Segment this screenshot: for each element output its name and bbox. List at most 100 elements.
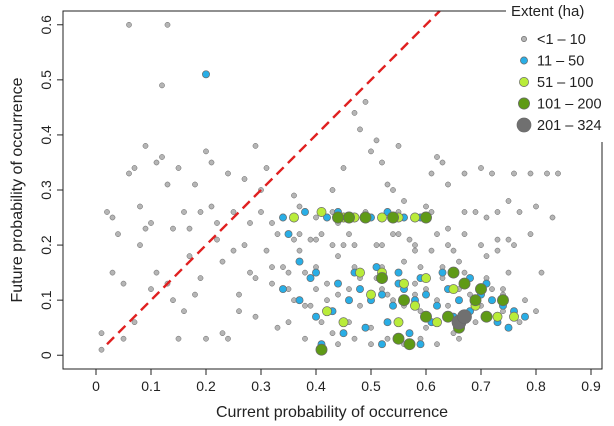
x-tick-label: 0.9: [581, 378, 601, 394]
data-point-class-1: [538, 269, 545, 276]
data-point-class-4: [392, 332, 405, 345]
x-tick-label: 0: [92, 378, 100, 394]
data-point-class-1: [505, 236, 512, 243]
data-point-class-1: [203, 335, 209, 342]
data-point-class-2: [504, 323, 513, 332]
data-point-class-1: [214, 236, 220, 243]
data-point-class-1: [379, 159, 385, 166]
data-point-class-1: [307, 236, 314, 243]
data-point-class-1: [126, 170, 132, 177]
data-point-class-3: [377, 212, 387, 223]
data-point-class-1: [153, 269, 160, 276]
data-point-class-1: [516, 319, 523, 326]
data-point-class-2: [455, 296, 463, 305]
legend-swatch: [519, 77, 529, 87]
data-point-class-1: [555, 170, 561, 177]
data-point-class-1: [208, 203, 215, 210]
data-point-class-4: [420, 211, 432, 224]
data-point-class-1: [478, 165, 484, 171]
data-point-class-1: [434, 154, 440, 160]
data-point-class-1: [384, 335, 391, 342]
data-point-class-1: [159, 82, 165, 89]
y-tick-label: 0.5: [38, 70, 54, 90]
data-point-class-1: [390, 187, 396, 193]
data-point-class-1: [109, 214, 116, 221]
data-point-class-1: [170, 297, 176, 304]
data-point-class-4: [398, 294, 410, 307]
data-point-class-2: [312, 312, 320, 321]
data-point-class-3: [432, 317, 442, 328]
y-tick-label: 0: [38, 351, 54, 359]
data-point-class-2: [279, 213, 287, 222]
legend-entries: <1 – 10 11 – 50 51 – 100 101 – 200 201 – 324: [516, 32, 602, 134]
data-point-class-1: [98, 330, 105, 337]
data-point-class-1: [456, 258, 462, 265]
data-point-class-1: [269, 280, 275, 287]
data-point-class-1: [461, 231, 468, 237]
data-point-class-1: [511, 242, 517, 248]
data-point-class-1: [142, 225, 149, 232]
legend: Extent (ha) <1 – 10 11 – 50 51 – 100 101 – …: [506, 0, 614, 142]
data-point-class-1: [351, 335, 358, 342]
data-point-class-1: [417, 264, 424, 270]
data-point-class-2: [405, 329, 414, 338]
legend-entry-label: <1 – 10: [537, 32, 586, 48]
data-point-class-1: [164, 181, 171, 188]
data-point-class-1: [522, 297, 528, 304]
data-point-class-3: [366, 289, 376, 300]
data-point-class-3: [410, 300, 420, 311]
data-point-class-1: [533, 203, 539, 210]
data-point-class-1: [131, 165, 138, 171]
data-point-class-1: [489, 170, 495, 177]
data-point-class-2: [295, 257, 304, 266]
data-point-class-1: [109, 269, 116, 276]
data-point-class-1: [197, 209, 204, 215]
data-point-class-1: [247, 269, 253, 276]
data-point-class-1: [263, 165, 270, 171]
data-point-class-1: [126, 21, 132, 28]
y-tick-label: 0.2: [38, 235, 54, 255]
data-point-class-1: [318, 231, 325, 237]
data-point-class-2: [301, 208, 309, 216]
points-layer: [98, 21, 561, 356]
data-point-class-2: [383, 318, 392, 327]
legend-swatch: [521, 36, 527, 42]
y-tick-label: 0.3: [38, 180, 54, 200]
legend-title: Extent (ha): [511, 3, 584, 20]
data-point-class-1: [219, 258, 226, 265]
data-point-class-1: [241, 242, 248, 248]
data-point-class-4: [359, 211, 372, 224]
data-point-class-1: [549, 214, 556, 221]
data-point-class-1: [219, 330, 226, 337]
data-point-class-2: [284, 230, 293, 239]
data-point-class-2: [334, 279, 342, 288]
data-point-class-1: [324, 297, 330, 304]
data-point-class-1: [401, 258, 407, 265]
data-point-class-1: [137, 203, 143, 210]
data-point-class-1: [115, 231, 121, 237]
data-point-class-1: [302, 335, 308, 342]
x-tick-label: 0.7: [471, 378, 491, 394]
data-point-class-2: [356, 285, 364, 294]
data-point-class-4: [475, 283, 487, 296]
data-point-class-2: [416, 340, 425, 349]
y-axis-label: Future probability of occurrence: [9, 77, 26, 302]
data-point-class-1: [170, 225, 176, 232]
data-point-class-2: [394, 268, 403, 277]
data-point-class-1: [98, 346, 105, 353]
data-point-class-1: [434, 341, 440, 348]
data-point-class-1: [252, 313, 259, 320]
x-tick-label: 0.1: [141, 378, 161, 394]
data-point-class-1: [379, 242, 385, 248]
data-point-class-1: [445, 181, 451, 188]
data-point-class-1: [357, 302, 363, 309]
data-point-class-1: [544, 170, 550, 177]
y-tick-label: 0.1: [38, 290, 54, 310]
data-point-class-4: [442, 310, 454, 323]
data-point-class-4: [458, 277, 471, 290]
data-point-class-3: [393, 317, 404, 328]
data-point-class-4: [332, 211, 344, 224]
data-point-class-1: [450, 247, 457, 254]
data-point-class-1: [175, 165, 182, 171]
data-point-class-2: [422, 290, 430, 299]
